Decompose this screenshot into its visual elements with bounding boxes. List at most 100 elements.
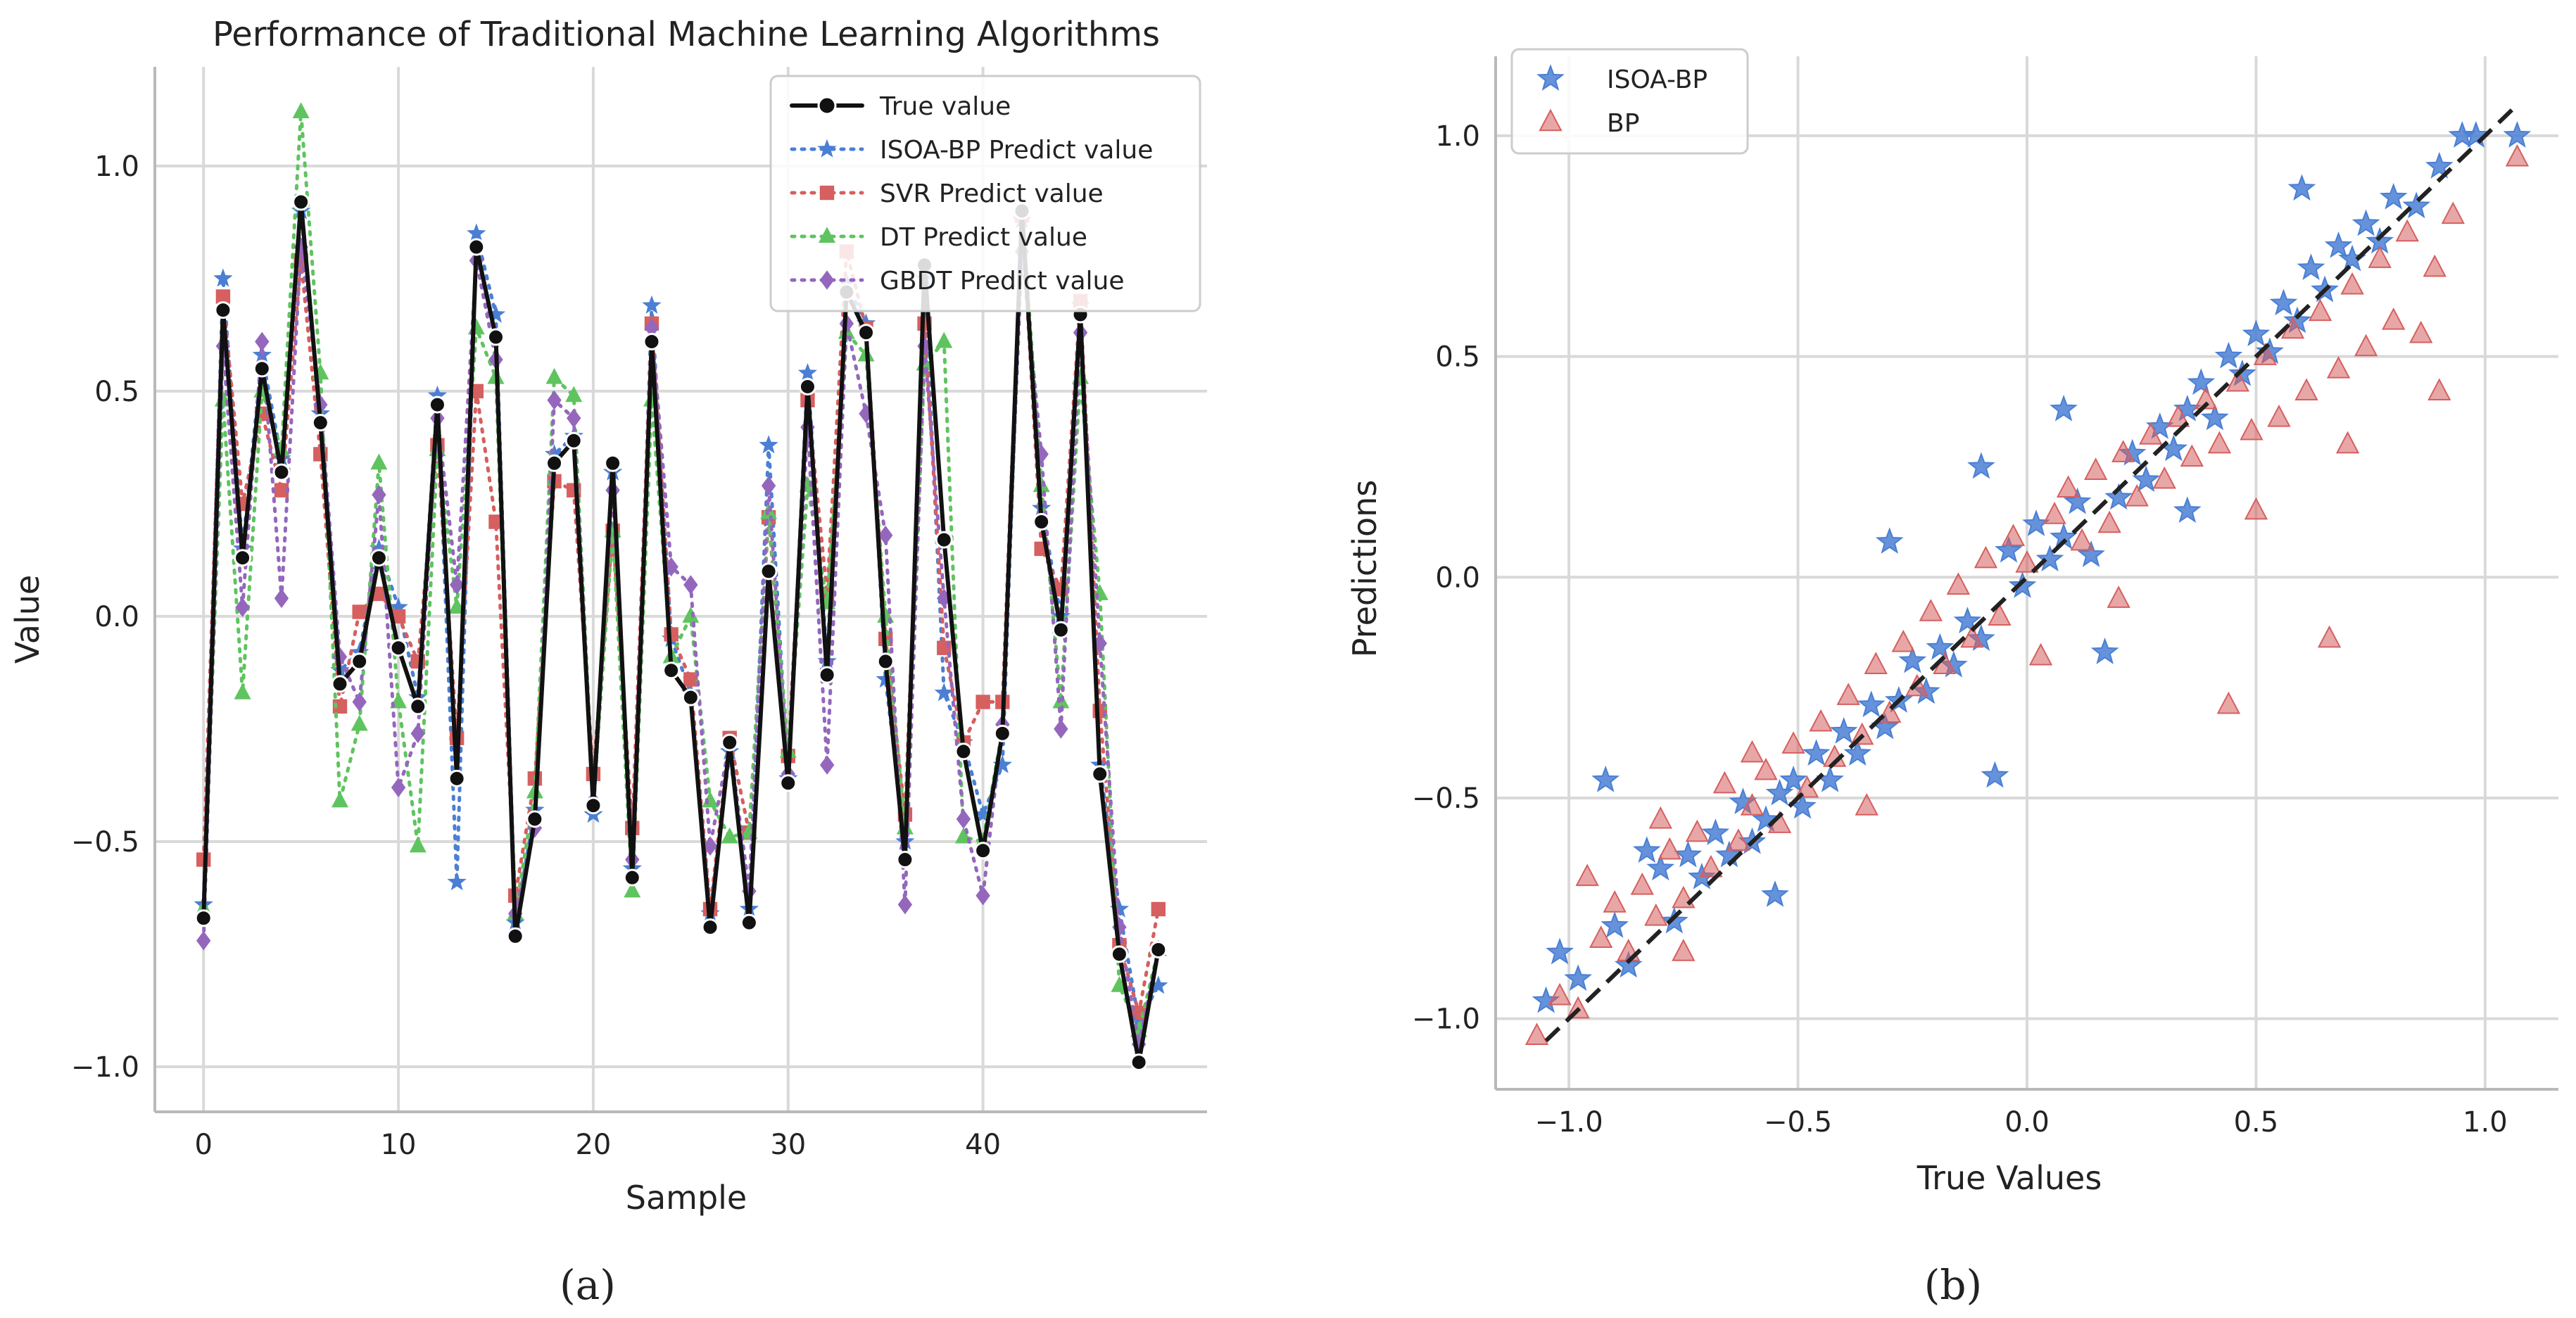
data-point (956, 809, 971, 829)
scatter-point (1875, 527, 1904, 554)
data-point (992, 754, 1012, 773)
panel-a-caption: (a) (560, 1261, 616, 1309)
data-point (389, 597, 408, 616)
panel-b-caption: (b) (1924, 1261, 1982, 1309)
data-point (467, 238, 486, 256)
data-point (1052, 621, 1070, 639)
data-point (409, 697, 427, 716)
chart-b-xlabel: True Values (1917, 1159, 2102, 1197)
scatter-point (1603, 890, 1627, 913)
scatter-point (1740, 740, 1764, 763)
chart-a-axes (153, 67, 1207, 1113)
data-point (934, 683, 954, 702)
scatter-point (2402, 191, 2431, 219)
scatter-point (1712, 771, 1737, 794)
data-point (1129, 1011, 1149, 1030)
scatter-point (2187, 368, 2216, 395)
y-tick-label: 0.0 (94, 601, 139, 633)
data-point (681, 688, 700, 706)
data-point (292, 193, 310, 211)
scatter-point (1699, 854, 1723, 877)
data-point (818, 666, 836, 684)
scatter-point (1802, 739, 1831, 766)
scatter-point (2104, 483, 2133, 510)
scatter-point (2008, 571, 2037, 598)
scatter-point (2441, 201, 2465, 224)
legend-marker (1536, 64, 1565, 91)
legend-entry: ISOA-BP Predict value (790, 136, 1153, 165)
scatter-point (1919, 599, 1943, 621)
scatter-point (2340, 272, 2364, 295)
data-point (702, 791, 719, 808)
scatter-point (1644, 903, 1668, 926)
chart-b-grid (1496, 56, 2558, 1089)
data-point (1110, 945, 1128, 963)
data-point (1054, 719, 1068, 739)
data-point (1149, 975, 1168, 994)
scatter-point (1761, 880, 1789, 907)
data-point (372, 485, 386, 505)
series-4 (196, 237, 1166, 1054)
scatter-point (2294, 378, 2318, 401)
data-point (954, 742, 973, 761)
identity-reference-line (1544, 103, 2519, 1043)
scatter-point (2503, 120, 2532, 148)
scatter-point (1981, 761, 2009, 788)
data-point (876, 652, 895, 671)
scatter-point (2097, 510, 2121, 533)
scatter-point (2368, 246, 2392, 268)
scatter-point (2139, 422, 2163, 445)
chart-b-axes (1494, 56, 2558, 1091)
scatter-point (1960, 625, 1984, 648)
scatter-point (1726, 828, 1750, 851)
data-point (1033, 476, 1050, 493)
data-point (292, 102, 310, 119)
x-tick-label: 30 (770, 1129, 806, 1161)
data-point (604, 454, 622, 472)
legend-label: ISOA-BP (1607, 65, 1707, 94)
data-point (664, 557, 678, 577)
scatter-point (2354, 334, 2378, 357)
data-point (759, 435, 778, 454)
legend-marker (819, 227, 835, 243)
scatter-point (2207, 431, 2232, 454)
data-point (213, 268, 233, 287)
data-point (370, 549, 388, 567)
data-point (255, 331, 270, 352)
scatter-point (2028, 642, 2053, 666)
data-point (409, 836, 427, 853)
scatter-point (2070, 528, 2094, 551)
scatter-point (1646, 854, 1675, 881)
data-point (235, 597, 250, 617)
series-2 (196, 208, 1166, 1020)
data-point (584, 797, 602, 815)
y-tick-label: −1.0 (1412, 1003, 1480, 1036)
scatter-point (2125, 483, 2149, 507)
scatter-point (2269, 289, 2298, 316)
data-point (643, 332, 661, 350)
data-point (486, 328, 505, 346)
scatter-point (1836, 683, 1860, 705)
scatter-point (1988, 603, 2012, 626)
scatter-point (1781, 731, 1805, 754)
data-point (311, 414, 329, 432)
scatter-point (1564, 964, 1593, 991)
scatter-point (1617, 939, 1641, 961)
y-tick-label: −0.5 (1412, 782, 1480, 815)
scatter-point (1546, 937, 1574, 965)
data-point (896, 851, 914, 869)
legend-label: ISOA-BP Predict value (880, 136, 1153, 165)
scatter-point (1575, 863, 1599, 887)
legend-entry: BP (1539, 108, 1639, 138)
data-point (798, 377, 816, 395)
data-point (428, 395, 446, 414)
legend-label: SVR Predict value (880, 179, 1104, 208)
data-point (214, 301, 232, 319)
legend-marker (819, 185, 835, 201)
scatter-point (2056, 475, 2081, 498)
data-point (370, 453, 388, 470)
scatter-point (2297, 253, 2325, 281)
scatter-point (1591, 766, 1620, 792)
y-tick-label: −1.0 (71, 1051, 139, 1084)
data-point (759, 562, 778, 581)
